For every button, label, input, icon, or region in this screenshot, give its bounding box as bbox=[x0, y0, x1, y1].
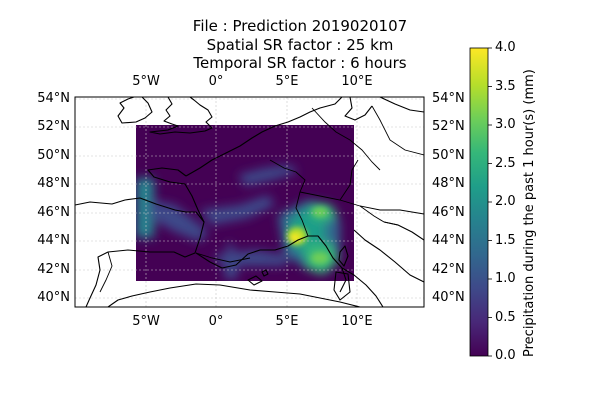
colorbar-tick-label-0: 0.0 bbox=[495, 348, 516, 363]
lon-tick-bottom-2: 5°E bbox=[275, 314, 299, 329]
colorbar-tick-label-5: 2.5 bbox=[495, 155, 516, 171]
coastlines bbox=[75, 97, 424, 307]
colorbar-tick-label-2: 1.0 bbox=[495, 271, 516, 286]
lon-tick-top-3: 10°E bbox=[341, 74, 373, 89]
colorbar-label: Precipitation during the past 1 hour(s) … bbox=[522, 69, 537, 357]
lat-tick-left-3: 48°N bbox=[37, 176, 70, 191]
lat-tick-left-7: 40°N bbox=[37, 290, 70, 305]
colorbar-tick-label-8: 4.0 bbox=[495, 40, 516, 55]
lat-tick-right-2: 50°N bbox=[432, 148, 465, 163]
colorbar-tick-label-1: 0.5 bbox=[495, 309, 516, 325]
title-line-1: File : Prediction 2019020107 bbox=[192, 17, 408, 35]
colorbar-tick-label-6: 3.0 bbox=[495, 117, 516, 132]
map-gridlines bbox=[75, 97, 424, 307]
lat-tick-right-5: 44°N bbox=[432, 233, 465, 248]
colorbar-tick-label-4: 2.0 bbox=[495, 194, 516, 209]
lat-tick-left-6: 42°N bbox=[37, 262, 70, 277]
lat-tick-left-0: 54°N bbox=[37, 91, 70, 106]
precipitation-field bbox=[136, 125, 354, 281]
lon-tick-top-1: 0° bbox=[208, 74, 224, 89]
lon-tick-bottom-3: 10°E bbox=[341, 314, 373, 329]
lat-tick-right-4: 46°N bbox=[432, 205, 465, 220]
title-line-2: Spatial SR factor : 25 km bbox=[206, 36, 394, 54]
lat-tick-left-1: 52°N bbox=[37, 119, 70, 134]
lat-tick-right-6: 42°N bbox=[432, 262, 465, 277]
colorbar bbox=[470, 48, 488, 356]
map-frame bbox=[74, 96, 425, 308]
colorbar-tick-label-7: 3.5 bbox=[495, 78, 516, 94]
title-line-3: Temporal SR factor : 6 hours bbox=[193, 54, 407, 72]
country-borders bbox=[99, 105, 424, 293]
lat-tick-right-1: 52°N bbox=[432, 119, 465, 134]
colorbar-tick-label-3: 1.5 bbox=[495, 232, 516, 248]
lat-tick-left-4: 46°N bbox=[37, 205, 70, 220]
lon-tick-bottom-0: 5°W bbox=[132, 314, 160, 329]
lat-tick-right-0: 54°N bbox=[432, 91, 465, 106]
lat-tick-right-3: 48°N bbox=[432, 176, 465, 191]
lon-tick-top-0: 5°W bbox=[132, 74, 160, 89]
lat-tick-right-7: 40°N bbox=[432, 290, 465, 305]
lat-tick-left-5: 44°N bbox=[37, 233, 70, 248]
lon-tick-top-2: 5°E bbox=[275, 74, 299, 89]
lon-tick-bottom-1: 0° bbox=[208, 314, 224, 329]
colorbar-tick-marks bbox=[488, 47, 492, 357]
lat-tick-left-2: 50°N bbox=[37, 148, 70, 163]
